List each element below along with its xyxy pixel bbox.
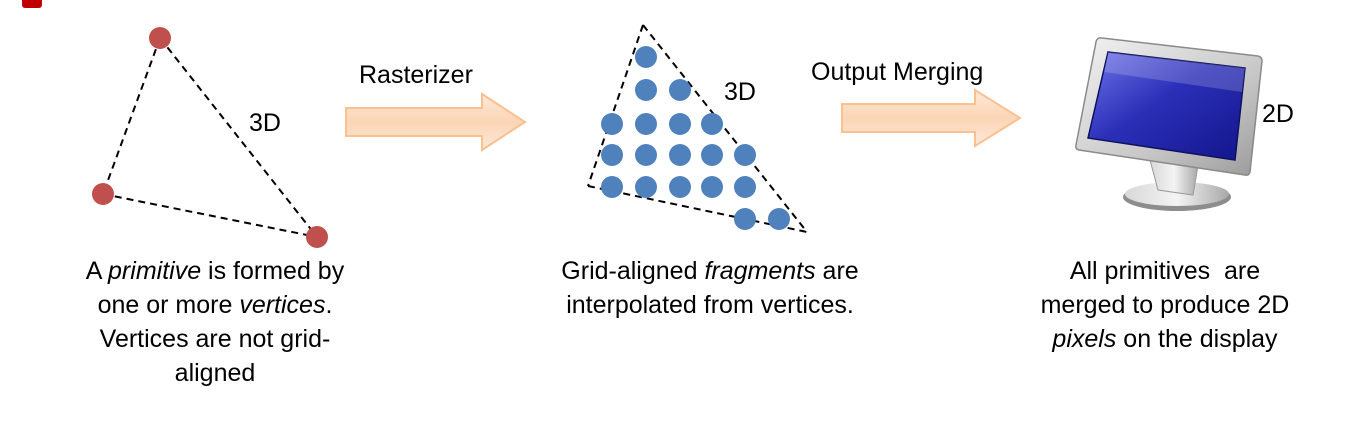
- fragment-dot: [734, 208, 756, 230]
- triangle-edge: [587, 24, 644, 187]
- fragment-dot: [669, 176, 691, 198]
- display-caption: All primitives are merged to produce 2D …: [1040, 257, 1290, 353]
- fragment-dot: [669, 79, 691, 101]
- fragment-dot: [669, 113, 691, 135]
- rasterizer-label: Rasterizer: [359, 61, 473, 89]
- fragment-dot: [734, 144, 756, 166]
- rasterizer-arrow: [345, 92, 527, 152]
- fragments-dimension-label: 3D: [724, 78, 756, 106]
- primitive-dimension-label: 3D: [249, 109, 281, 137]
- output-merging-label: Output Merging: [811, 58, 984, 86]
- output-merging-arrow: [841, 88, 1022, 148]
- triangle-edge: [159, 37, 318, 238]
- triangle-edge: [102, 37, 161, 195]
- fragment-dot: [635, 113, 657, 135]
- fragment-dot: [701, 176, 723, 198]
- primitive-triangle: [92, 27, 328, 248]
- vertex-point: [92, 183, 114, 205]
- fragment-dot: [701, 144, 723, 166]
- triangle-edge: [642, 24, 808, 233]
- fragment-dot: [635, 144, 657, 166]
- fragment-dot: [768, 208, 790, 230]
- triangle-edge: [102, 193, 318, 238]
- vertex-point: [149, 27, 171, 49]
- fragment-dot: [669, 144, 691, 166]
- fragment-dot: [635, 79, 657, 101]
- fragment-dot: [601, 113, 623, 135]
- monitor-icon: [1075, 37, 1263, 211]
- fragment-dot: [601, 144, 623, 166]
- fragment-dot: [701, 113, 723, 135]
- top-edge-decoration: [22, 0, 42, 8]
- fragment-dot: [734, 176, 756, 198]
- display-dimension-label: 2D: [1262, 100, 1294, 128]
- fragment-dot: [601, 176, 623, 198]
- fragment-dot: [635, 176, 657, 198]
- primitive-caption: A primitive is formed by one or more ver…: [85, 257, 345, 387]
- fragments-caption: Grid-aligned fragments are interpolated …: [561, 257, 859, 319]
- fragment-dot: [635, 46, 657, 68]
- fragments-triangle: [587, 24, 808, 233]
- vertex-point: [306, 226, 328, 248]
